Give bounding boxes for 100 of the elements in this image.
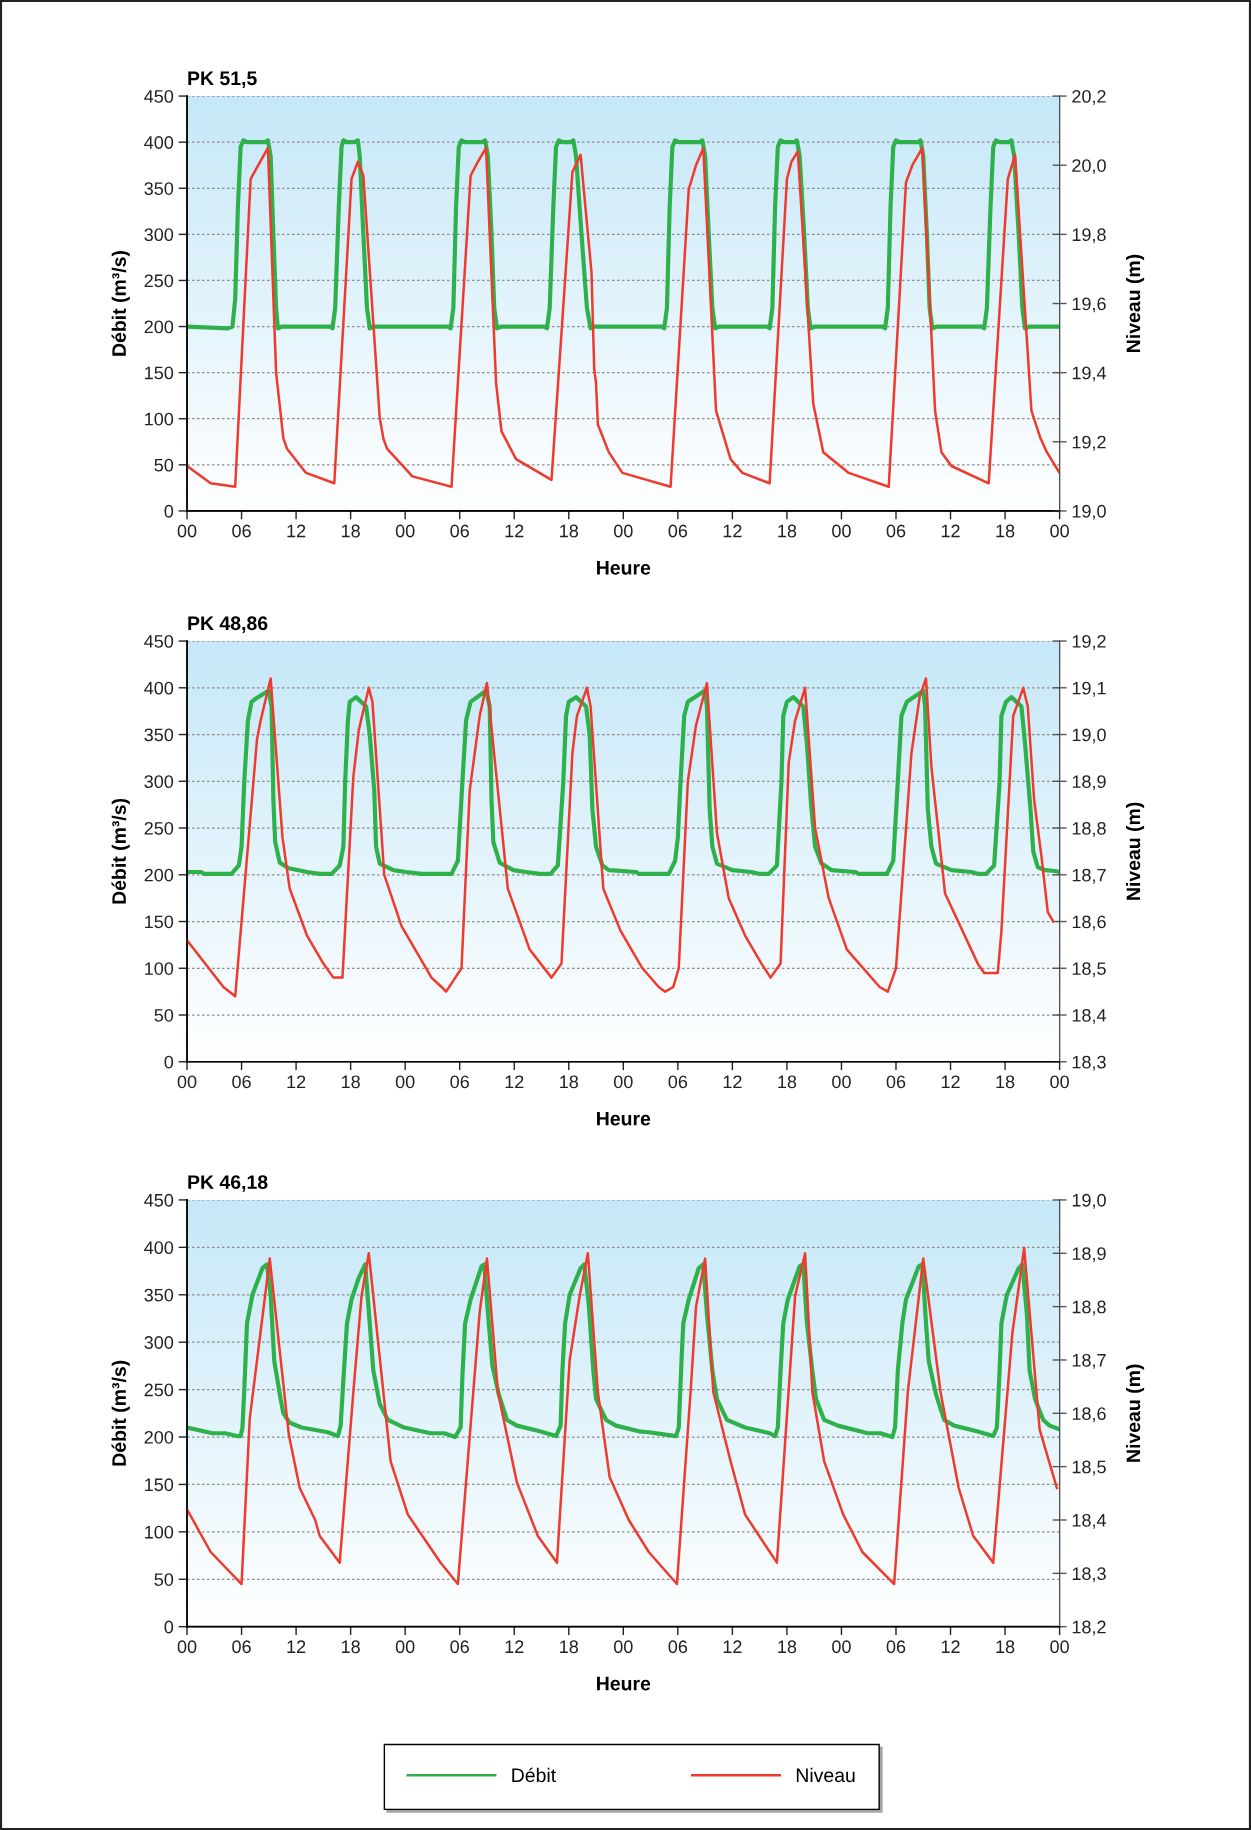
y2-tick-label: 19,2 <box>1072 634 1106 650</box>
x-tick-label: 00 <box>177 524 197 538</box>
y-tick-label: 400 <box>144 681 174 695</box>
y-tick-label: 0 <box>164 1620 174 1634</box>
x-tick-label: 00 <box>395 1640 415 1654</box>
x-tick-label: 18 <box>778 524 797 538</box>
y-axis-title: Débit (m³/s) <box>111 798 130 904</box>
y-tick-label: 450 <box>144 90 174 103</box>
y2-tick-label: 18,5 <box>1072 1460 1106 1476</box>
y-tick-label: 50 <box>154 1573 174 1586</box>
x-axis-title: Heure <box>597 1111 651 1126</box>
x-tick-label: 06 <box>886 1640 906 1654</box>
y-tick-label: 350 <box>144 728 174 742</box>
y-tick-label: 400 <box>144 1241 174 1255</box>
y-tick-label: 250 <box>144 1383 174 1397</box>
x-tick-label: 00 <box>1050 1075 1069 1089</box>
y2-tick-label: 18,9 <box>1072 775 1106 791</box>
x-tick-label: 18 <box>560 524 579 538</box>
y2-tick-label: 19,0 <box>1072 728 1106 744</box>
x-tick-label: 00 <box>832 1640 851 1654</box>
x-tick-label: 12 <box>287 1075 306 1089</box>
y2-tick-label: 19,4 <box>1072 366 1107 382</box>
x-tick-label: 06 <box>232 1075 251 1089</box>
y2-tick-label: 19,1 <box>1072 681 1106 697</box>
x-tick-label: 06 <box>886 1075 906 1089</box>
x-tick-label: 06 <box>450 1075 469 1089</box>
y-tick-label: 0 <box>164 1055 174 1069</box>
x-tick-label: 12 <box>723 524 742 538</box>
x-tick-label: 12 <box>505 1075 524 1089</box>
x-tick-label: 00 <box>832 524 851 538</box>
line-series <box>187 1262 1060 1440</box>
x-tick-label: 18 <box>341 1075 360 1089</box>
y2-tick-label: 20,0 <box>1072 159 1106 175</box>
x-tick-label: 00 <box>613 524 633 538</box>
x-tick-label: 00 <box>395 524 415 538</box>
x-tick-label: 00 <box>177 1640 197 1654</box>
line-series <box>187 677 1055 998</box>
y-tick-label: 300 <box>144 228 174 242</box>
y2-tick-label: 18,3 <box>1072 1055 1106 1071</box>
x-axis-title: Heure <box>597 1676 651 1691</box>
legend-label: Débit <box>512 1767 556 1783</box>
y-tick-label: 100 <box>145 962 174 975</box>
x-tick-label: 12 <box>505 1640 524 1653</box>
x-tick-label: 06 <box>886 524 906 538</box>
y-tick-label: 50 <box>154 1008 174 1022</box>
y-axis-title: Débit (m³/s) <box>111 1360 130 1466</box>
x-tick-label: 00 <box>177 1075 197 1089</box>
y-tick-label: 150 <box>145 366 174 380</box>
y-tick-label: 300 <box>144 1336 174 1349</box>
y2-axis-title: Niveau (m) <box>1125 254 1145 352</box>
y-tick-label: 250 <box>144 821 174 835</box>
y2-tick-label: 18,7 <box>1072 868 1106 884</box>
y2-tick-label: 19,0 <box>1072 1193 1106 1209</box>
y-tick-label: 200 <box>144 868 174 882</box>
x-tick-label: 00 <box>613 1075 633 1089</box>
x-tick-label: 18 <box>560 1075 579 1089</box>
x-tick-label: 12 <box>287 1640 306 1653</box>
x-tick-label: 18 <box>778 1075 797 1089</box>
x-tick-label: 18 <box>560 1640 579 1654</box>
x-tick-label: 12 <box>505 524 524 538</box>
y-tick-label: 200 <box>144 1430 174 1444</box>
x-tick-label: 00 <box>832 1075 851 1089</box>
x-axis-title: Heure <box>597 561 651 575</box>
x-tick-label: 18 <box>996 1075 1015 1089</box>
y2-tick-label: 19,2 <box>1072 435 1106 451</box>
x-tick-label: 12 <box>723 1640 742 1653</box>
y2-tick-label: 19,0 <box>1072 504 1106 520</box>
x-tick-label: 00 <box>613 1640 633 1654</box>
x-tick-label: 18 <box>341 524 360 538</box>
y-tick-label: 450 <box>144 1193 174 1207</box>
y-tick-label: 300 <box>144 775 174 789</box>
y-tick-label: 150 <box>145 1478 174 1492</box>
y2-tick-label: 19,8 <box>1072 228 1106 244</box>
x-tick-label: 06 <box>668 1075 688 1089</box>
x-tick-label: 12 <box>941 1075 960 1089</box>
y-tick-label: 100 <box>145 412 174 426</box>
y-tick-label: 100 <box>145 1525 174 1539</box>
x-tick-label: 06 <box>668 1640 688 1654</box>
y-tick-label: 350 <box>144 182 174 195</box>
y-tick-label: 0 <box>164 504 174 518</box>
x-tick-label: 18 <box>996 524 1015 538</box>
x-tick-label: 00 <box>1050 1640 1069 1654</box>
y2-tick-label: 18,2 <box>1072 1620 1106 1636</box>
y2-tick-label: 18,6 <box>1072 915 1106 931</box>
x-tick-label: 00 <box>395 1075 415 1089</box>
y-tick-label: 250 <box>144 274 174 288</box>
chart-title: PK 46,18 <box>188 1175 268 1192</box>
y2-axis-title: Niveau (m) <box>1125 1364 1145 1462</box>
x-tick-label: 12 <box>287 524 306 538</box>
x-tick-label: 18 <box>778 1640 797 1654</box>
y2-tick-label: 18,8 <box>1072 821 1106 837</box>
y2-tick-label: 18,8 <box>1072 1300 1106 1316</box>
line-series <box>187 146 1060 488</box>
line-series <box>187 1246 1059 1586</box>
y-tick-label: 150 <box>145 915 174 929</box>
y2-tick-label: 20,2 <box>1072 90 1106 105</box>
y2-tick-label: 18,7 <box>1072 1353 1106 1369</box>
x-tick-label: 06 <box>450 524 469 538</box>
y2-axis-title: Niveau (m) <box>1125 802 1145 900</box>
y-tick-label: 200 <box>144 320 174 334</box>
